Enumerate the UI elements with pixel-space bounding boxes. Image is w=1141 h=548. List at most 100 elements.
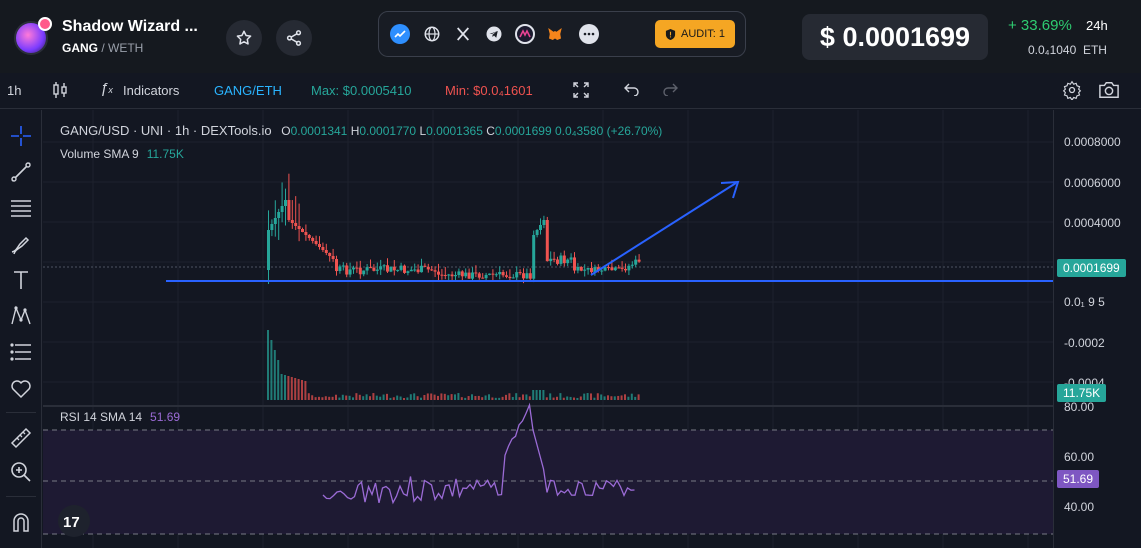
- interval-selector[interactable]: 1h: [7, 83, 22, 98]
- trendline-icon[interactable]: [9, 160, 33, 184]
- candle-body: [484, 274, 488, 279]
- chart-toolbar: 1h ƒx Indicators GANG/ETH Max: $0.000541…: [0, 73, 1141, 109]
- candle-body: [311, 238, 315, 241]
- candle-body: [413, 269, 417, 271]
- candle-body: [273, 218, 277, 224]
- candle-body: [270, 224, 274, 230]
- favorite-button[interactable]: [226, 20, 262, 56]
- candles-icon[interactable]: [52, 81, 68, 102]
- meta-icon[interactable]: [515, 24, 535, 44]
- volume-value: 11.75K: [146, 147, 184, 161]
- price-change-period: 24h: [1086, 18, 1108, 33]
- telegram-icon[interactable]: [484, 24, 504, 44]
- candle-body: [596, 267, 600, 271]
- candle-body: [307, 235, 311, 238]
- candle-body: [341, 265, 345, 267]
- volume-bar: [324, 396, 327, 400]
- pattern-icon[interactable]: [9, 304, 33, 328]
- volume-bar: [596, 393, 599, 400]
- price-axis[interactable]: 0.0008000 0.0006000 0.0004000 0.0001699 …: [1053, 110, 1141, 548]
- indicators-button[interactable]: Indicators: [123, 83, 180, 98]
- x-icon[interactable]: [453, 24, 473, 44]
- ohlc-high-label: H: [350, 124, 360, 138]
- audit-button[interactable]: AUDIT: 1: [655, 20, 735, 48]
- volume-bar: [481, 397, 484, 400]
- more-icon[interactable]: [579, 24, 599, 44]
- candle-body: [348, 269, 352, 275]
- volume-bar: [576, 397, 579, 400]
- globe-icon[interactable]: [422, 24, 442, 44]
- chart-logo-icon[interactable]: [390, 24, 410, 44]
- undo-icon[interactable]: [624, 82, 640, 99]
- pair-label[interactable]: GANG/ETH: [214, 83, 282, 98]
- volume-bar: [304, 381, 307, 400]
- candle-body: [583, 269, 587, 271]
- candles: [267, 173, 641, 285]
- volume-bar: [294, 378, 297, 400]
- candle-body: [457, 271, 461, 276]
- volume-bar: [494, 397, 497, 400]
- max-price-label: Max: $0.0005410: [311, 83, 412, 98]
- fib-icon[interactable]: [9, 196, 33, 220]
- tradingview-icon[interactable]: 17: [58, 505, 90, 537]
- arrow-drawing[interactable]: [590, 180, 740, 276]
- volume-bar: [607, 395, 609, 400]
- volume-bar: [399, 396, 402, 400]
- volume-legend: Volume SMA 9 11.75K: [60, 147, 184, 161]
- volume-bar: [586, 393, 589, 400]
- redo-icon[interactable]: [662, 82, 678, 99]
- volume-bar: [270, 340, 273, 400]
- magnet-icon[interactable]: [9, 510, 33, 534]
- candle-body: [420, 265, 423, 273]
- candle-body: [630, 264, 634, 266]
- candle-body: [301, 229, 304, 232]
- fx-icon[interactable]: ƒx: [100, 80, 113, 97]
- candle-body: [362, 270, 366, 275]
- candle-body: [389, 266, 393, 272]
- zoom-icon[interactable]: [9, 460, 33, 484]
- ohlc-open: 0.0001341: [290, 124, 348, 138]
- current-price-badge: 0.0001699: [1057, 259, 1126, 277]
- volume-bar: [420, 397, 422, 400]
- volume-bar: [505, 394, 507, 400]
- volume-bar: [379, 396, 382, 400]
- candle-body: [590, 268, 593, 273]
- ohlc-high: 0.0001770: [359, 124, 417, 138]
- ruler-icon[interactable]: [9, 426, 33, 450]
- metamask-icon[interactable]: [545, 24, 565, 44]
- candle-body: [287, 200, 291, 220]
- volume-bar: [593, 397, 596, 400]
- crosshair-icon[interactable]: [9, 124, 33, 148]
- volume-bar: [542, 390, 545, 400]
- measure-lines-icon[interactable]: [9, 340, 33, 364]
- heart-icon[interactable]: [9, 376, 33, 400]
- shield-icon: [665, 28, 676, 40]
- ohlc-low-label: L: [419, 124, 427, 138]
- text-icon[interactable]: [9, 268, 33, 292]
- rsi-label: RSI 14 SMA 14: [60, 410, 143, 424]
- volume-bar: [440, 393, 443, 400]
- settings-icon[interactable]: [1062, 80, 1082, 103]
- volume-bar: [280, 374, 283, 400]
- share-button[interactable]: [276, 20, 312, 56]
- volume-bar: [314, 397, 317, 400]
- volume-bar: [301, 380, 303, 400]
- price-axis-label: 0.0008000: [1064, 135, 1121, 149]
- fullscreen-icon[interactable]: [572, 81, 590, 102]
- candle-body: [304, 232, 308, 235]
- candle-body: [525, 273, 529, 279]
- candle-body: [518, 272, 522, 274]
- camera-icon[interactable]: [1098, 80, 1120, 103]
- volume-bar: [358, 394, 361, 400]
- candle-body: [443, 274, 447, 276]
- current-price: $ 0.0001699: [802, 14, 988, 60]
- chart-area[interactable]: 17 GANG/USD · UNI · 1h · DEXTools.io O0.…: [43, 110, 1053, 548]
- rsi-axis-label: 60.00: [1064, 450, 1095, 464]
- candle-body: [375, 269, 379, 271]
- candle-body: [352, 267, 355, 270]
- volume-bar: [331, 396, 334, 400]
- volume-bars: [267, 330, 640, 400]
- candle-body: [426, 266, 430, 270]
- brush-icon[interactable]: [9, 232, 33, 256]
- candlestick-chart[interactable]: 17: [43, 110, 1053, 548]
